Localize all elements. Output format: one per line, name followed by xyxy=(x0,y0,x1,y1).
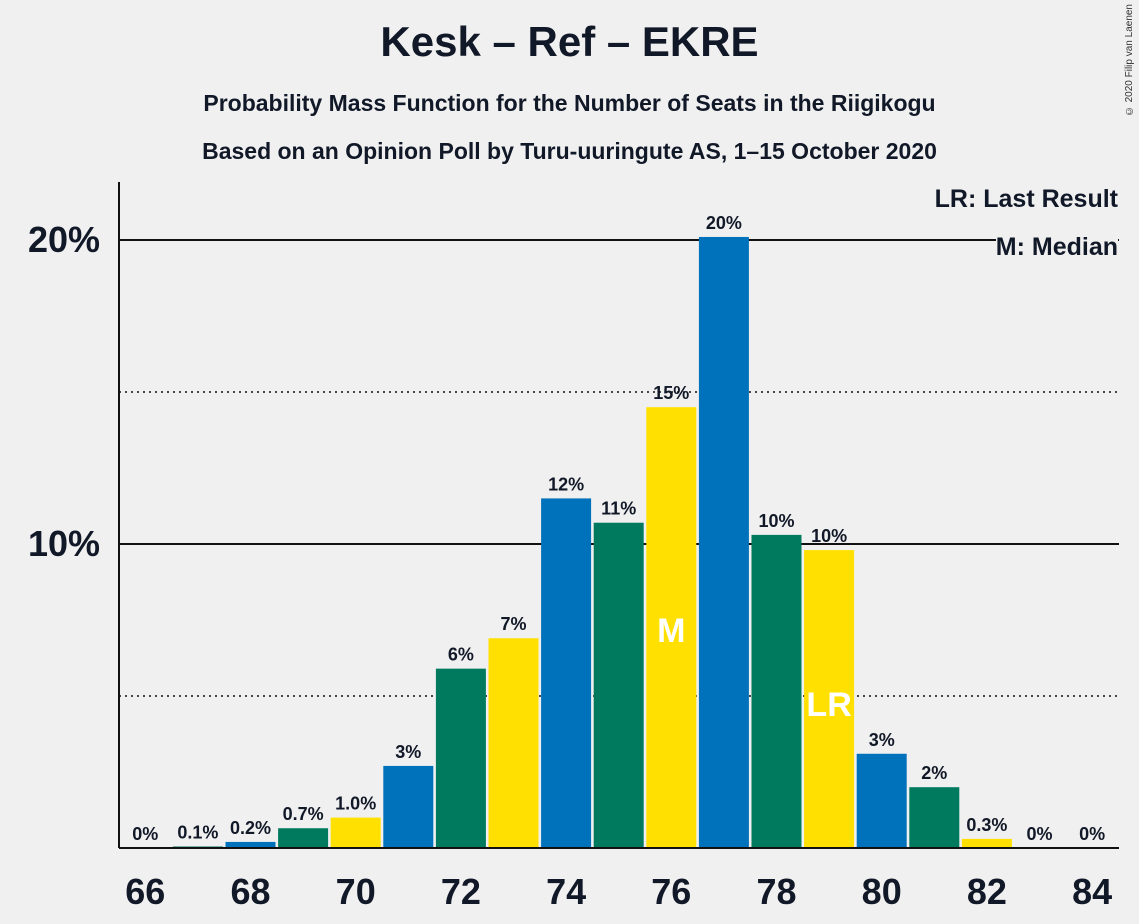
x-tick-label: 80 xyxy=(862,871,902,912)
bar-value-label: 7% xyxy=(500,614,526,634)
x-tick-label: 66 xyxy=(125,871,165,912)
y-tick-label: 10% xyxy=(28,523,100,564)
legend-last-result: LR: Last Result xyxy=(934,185,1118,214)
bar-value-label: 0.3% xyxy=(966,815,1007,835)
bar-value-label: 0.2% xyxy=(230,818,271,838)
chart-subtitle-source: Based on an Opinion Poll by Turu-uuringu… xyxy=(202,138,937,164)
bar-78 xyxy=(751,534,802,848)
bar-value-label: 0% xyxy=(132,824,158,844)
bar-79 xyxy=(804,550,855,848)
x-tick-label: 72 xyxy=(441,871,481,912)
bar-value-label: 3% xyxy=(869,730,895,750)
x-tick-label: 70 xyxy=(336,871,376,912)
bar-value-label: 1.0% xyxy=(335,794,376,814)
chart-subtitle: Probability Mass Function for the Number… xyxy=(203,90,936,116)
bar-value-label: 0% xyxy=(1079,824,1105,844)
bar-72 xyxy=(435,668,486,848)
bar-73 xyxy=(488,638,539,848)
bar-value-label: 6% xyxy=(448,645,474,665)
bar-75 xyxy=(593,522,644,848)
last-result-marker: LR xyxy=(806,686,851,724)
x-tick-label: 82 xyxy=(967,871,1007,912)
x-tick-label: 78 xyxy=(756,871,796,912)
bar-value-label: 3% xyxy=(395,742,421,762)
bar-value-label: 0.1% xyxy=(177,822,218,842)
bar-value-label: 20% xyxy=(706,213,742,233)
chart-title: Kesk – Ref – EKRE xyxy=(380,18,759,65)
median-marker: M xyxy=(657,612,685,650)
bar-71 xyxy=(383,765,434,848)
bar-69 xyxy=(278,828,329,848)
y-tick-label: 20% xyxy=(28,219,100,260)
bar-value-label: 10% xyxy=(811,526,847,546)
bar-77 xyxy=(698,236,749,848)
bar-80 xyxy=(856,753,907,848)
bar-82 xyxy=(961,838,1012,848)
x-tick-label: 84 xyxy=(1072,871,1112,912)
bar-value-label: 11% xyxy=(601,499,636,519)
bar-value-label: 0.7% xyxy=(283,804,324,824)
bar-value-label: 0% xyxy=(1026,824,1052,844)
x-tick-label: 76 xyxy=(651,871,691,912)
bar-76 xyxy=(646,407,697,848)
legend-median: M: Median xyxy=(995,233,1118,262)
bar-81 xyxy=(909,787,960,848)
bar-value-label: 10% xyxy=(758,511,794,531)
bar-value-label: 15% xyxy=(653,383,689,403)
bar-74 xyxy=(541,498,592,848)
x-tick-label: 74 xyxy=(546,871,586,912)
bar-68 xyxy=(225,841,276,848)
bar-70 xyxy=(330,817,381,848)
x-tick-label: 68 xyxy=(230,871,270,912)
bar-value-label: 12% xyxy=(548,474,584,494)
bar-value-label: 2% xyxy=(921,763,947,783)
